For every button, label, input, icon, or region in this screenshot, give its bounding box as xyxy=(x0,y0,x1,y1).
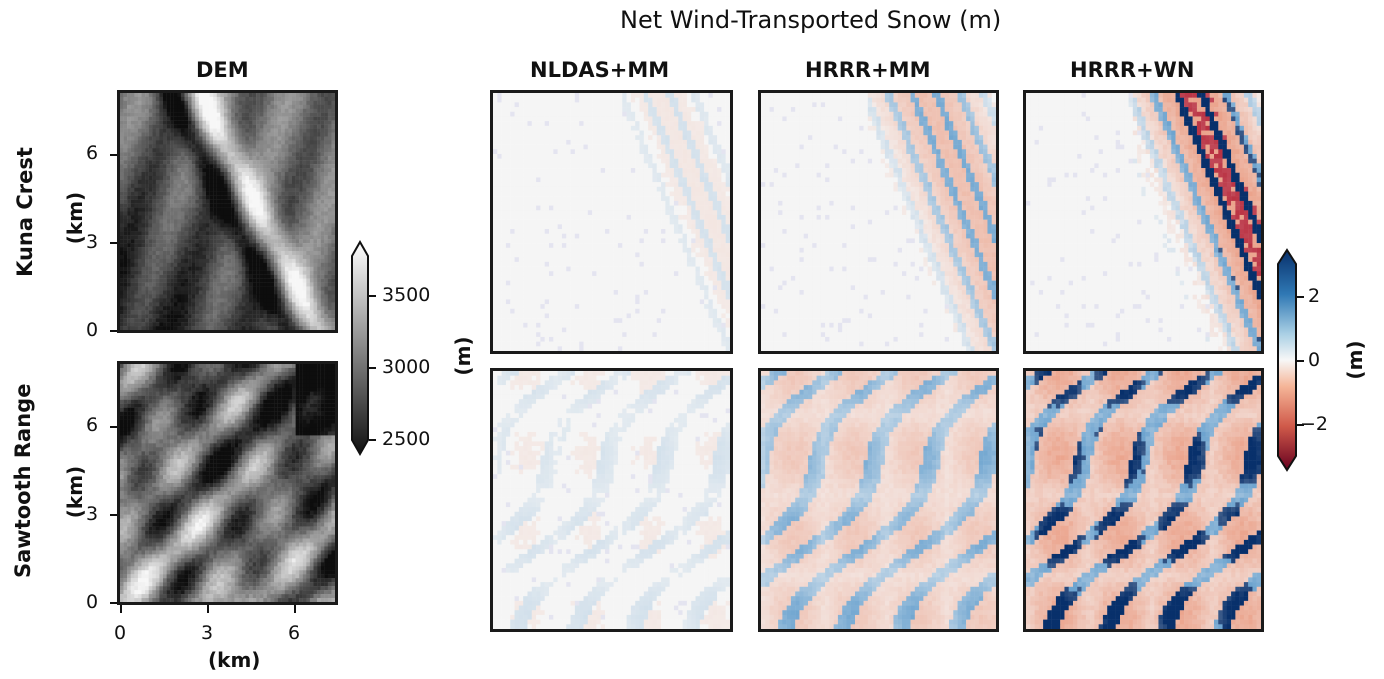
y-tick-top-3: 3 xyxy=(86,231,98,253)
y-axis-label-top: (km) xyxy=(63,188,87,248)
x-tick-6: 6 xyxy=(288,622,300,644)
y-tick-bottom-0: 0 xyxy=(86,591,98,613)
heatmap-kuna-hrrr-wn xyxy=(1026,93,1261,351)
dem-cbar-label: (m) xyxy=(451,331,475,381)
y-tickmark xyxy=(110,514,118,516)
x-tickmark xyxy=(120,605,122,613)
dem-cbar-tickmark xyxy=(369,439,376,441)
heatmap-sawtooth-nldas-mm xyxy=(493,371,730,629)
snow-cbar-tickmark xyxy=(1297,360,1304,362)
y-tick-top-0: 0 xyxy=(86,319,98,341)
column-title-hrrr-wn: HRRR+WN xyxy=(1070,58,1194,82)
column-title-nldas-mm: NLDAS+MM xyxy=(530,58,669,82)
dem-cbar-tick-3500: 3500 xyxy=(382,284,430,306)
panel-sawtooth-hrrr-mm xyxy=(758,368,999,632)
y-axis-label-bottom: (km) xyxy=(63,462,87,522)
figure-title: Net Wind-Transported Snow (m) xyxy=(620,6,1001,34)
y-tick-bottom-3: 3 xyxy=(86,503,98,525)
snow-cbar-tickmark xyxy=(1297,424,1304,426)
y-tickmark xyxy=(110,602,118,604)
y-tickmark xyxy=(110,242,118,244)
dem-panel-kuna-crest xyxy=(117,90,338,333)
dem-cbar-tick-3000: 3000 xyxy=(382,356,430,378)
snow-cbar-tick-minus-2: −2 xyxy=(1300,413,1328,435)
panel-kuna-nldas-mm xyxy=(490,90,733,354)
x-tickmark xyxy=(207,605,209,613)
column-title-hrrr-mm: HRRR+MM xyxy=(805,58,930,82)
snow-cbar-label: (m) xyxy=(1343,335,1367,385)
panel-kuna-hrrr-wn xyxy=(1023,90,1264,354)
y-tickmark xyxy=(110,426,118,428)
x-tickmark xyxy=(294,605,296,613)
dem-heatmap-kuna xyxy=(120,93,335,330)
heatmap-kuna-hrrr-mm xyxy=(761,93,996,351)
heatmap-kuna-nldas-mm xyxy=(493,93,730,351)
y-tickmark xyxy=(110,330,118,332)
y-tick-bottom-6: 6 xyxy=(86,414,98,436)
x-tick-0: 0 xyxy=(114,622,126,644)
snow-cbar-tick-0: 0 xyxy=(1308,349,1320,371)
dem-colorbar-gradient xyxy=(351,239,369,457)
row-label-kuna-crest: Kuna Crest xyxy=(13,147,37,277)
snow-colorbar-gradient xyxy=(1277,248,1297,472)
panel-sawtooth-nldas-mm xyxy=(490,368,733,632)
dem-colorbar xyxy=(350,239,370,457)
dem-heatmap-sawtooth xyxy=(120,364,335,602)
panel-kuna-hrrr-mm xyxy=(758,90,999,354)
x-axis-label: (km) xyxy=(208,648,260,672)
dem-cbar-tick-2500: 2500 xyxy=(382,428,430,450)
panel-sawtooth-hrrr-wn xyxy=(1023,368,1264,632)
y-tickmark xyxy=(110,154,118,156)
dem-cbar-tickmark xyxy=(369,295,376,297)
column-title-dem: DEM xyxy=(196,58,249,82)
y-tick-top-6: 6 xyxy=(86,142,98,164)
snow-cbar-tickmark xyxy=(1297,296,1304,298)
row-label-sawtooth-range: Sawtooth Range xyxy=(11,384,35,578)
heatmap-sawtooth-hrrr-mm xyxy=(761,371,996,629)
snow-cbar-tick-2: 2 xyxy=(1308,285,1320,307)
snow-colorbar xyxy=(1276,248,1298,472)
heatmap-sawtooth-hrrr-wn xyxy=(1026,371,1261,629)
dem-cbar-tickmark xyxy=(369,367,376,369)
x-tick-3: 3 xyxy=(201,622,213,644)
dem-panel-sawtooth-range xyxy=(117,361,338,605)
